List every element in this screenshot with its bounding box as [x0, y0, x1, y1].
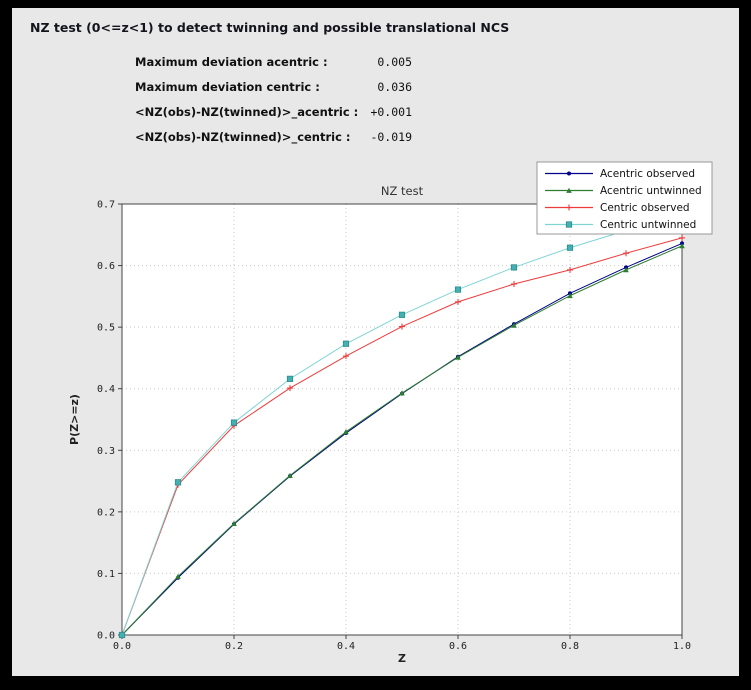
- stat-label-nz-diff-centric: <NZ(obs)-NZ(twinned)>_centric :: [135, 129, 351, 144]
- legend-item-centric-observed: Centric observed: [545, 202, 690, 214]
- stat-value-nz-diff-centric: -0.019: [370, 129, 412, 144]
- stat-label-max-dev-centric: Maximum deviation centric :: [135, 79, 320, 94]
- nz-chart: 0.0 0.2 0.4 0.6 0.8 1.0 0.0 0.1 0.2 0.3 0.4 0.5 0.6 0…: [68, 161, 713, 665]
- svg-text:0.6: 0.6: [449, 641, 467, 652]
- svg-text:0.4: 0.4: [97, 384, 115, 395]
- legend-item-centric-untwinned: Centric untwinned: [545, 219, 696, 231]
- series-acentric-untwinned: [119, 243, 685, 638]
- stat-row: Maximum deviation centric : 0.036: [135, 74, 412, 99]
- svg-text:Acentric observed: Acentric observed: [600, 168, 695, 180]
- chart-title: NZ test: [381, 184, 424, 198]
- stat-row: Maximum deviation acentric : 0.005: [135, 49, 412, 74]
- plot-panel: NZ test (0<=z<1) to detect twinning and …: [12, 8, 739, 676]
- stat-value-nz-diff-acentric: +0.001: [370, 104, 412, 119]
- svg-text:0.6: 0.6: [97, 261, 115, 272]
- svg-text:0.2: 0.2: [97, 507, 115, 518]
- svg-text:0.8: 0.8: [561, 641, 579, 652]
- svg-text:1.0: 1.0: [673, 641, 691, 652]
- x-axis-label: Z: [398, 652, 406, 665]
- legend-item-acentric-observed: Acentric observed: [545, 168, 695, 180]
- legend-item-acentric-untwinned: Acentric untwinned: [545, 185, 702, 197]
- axis-ticks: 0.0 0.2 0.4 0.6 0.8 1.0 0.0 0.1 0.2 0.3 0.4 0.5 0.6 0…: [97, 200, 691, 653]
- svg-text:Acentric untwinned: Acentric untwinned: [600, 185, 702, 197]
- stat-label-nz-diff-acentric: <NZ(obs)-NZ(twinned)>_acentric :: [135, 104, 359, 119]
- plot-area: [122, 204, 682, 635]
- svg-text:0.1: 0.1: [97, 569, 115, 580]
- stat-label-max-dev-acentric: Maximum deviation acentric :: [135, 54, 328, 69]
- svg-text:0.0: 0.0: [113, 641, 131, 652]
- svg-text:0.2: 0.2: [225, 641, 243, 652]
- page-title: NZ test (0<=z<1) to detect twinning and …: [30, 20, 510, 35]
- stats-block: Maximum deviation acentric : 0.005 Maxim…: [135, 49, 412, 149]
- stat-value-max-dev-acentric: 0.005: [377, 54, 412, 69]
- svg-text:0.7: 0.7: [97, 200, 115, 211]
- svg-text:Centric untwinned: Centric untwinned: [600, 219, 696, 231]
- svg-text:0.0: 0.0: [97, 631, 115, 642]
- stat-row: <NZ(obs)-NZ(twinned)>_acentric : +0.001: [135, 99, 412, 124]
- legend: Acentric observed Acentric untwinned Centr…: [536, 161, 713, 235]
- svg-text:Centric observed: Centric observed: [600, 202, 690, 214]
- svg-text:0.3: 0.3: [97, 446, 115, 457]
- plot-frame: [121, 203, 683, 636]
- svg-text:0.5: 0.5: [97, 323, 115, 334]
- stat-value-max-dev-centric: 0.036: [377, 79, 412, 94]
- svg-text:0.4: 0.4: [337, 641, 355, 652]
- y-axis-label: P(Z>=z): [68, 394, 81, 445]
- stat-row: <NZ(obs)-NZ(twinned)>_centric : -0.019: [135, 124, 412, 149]
